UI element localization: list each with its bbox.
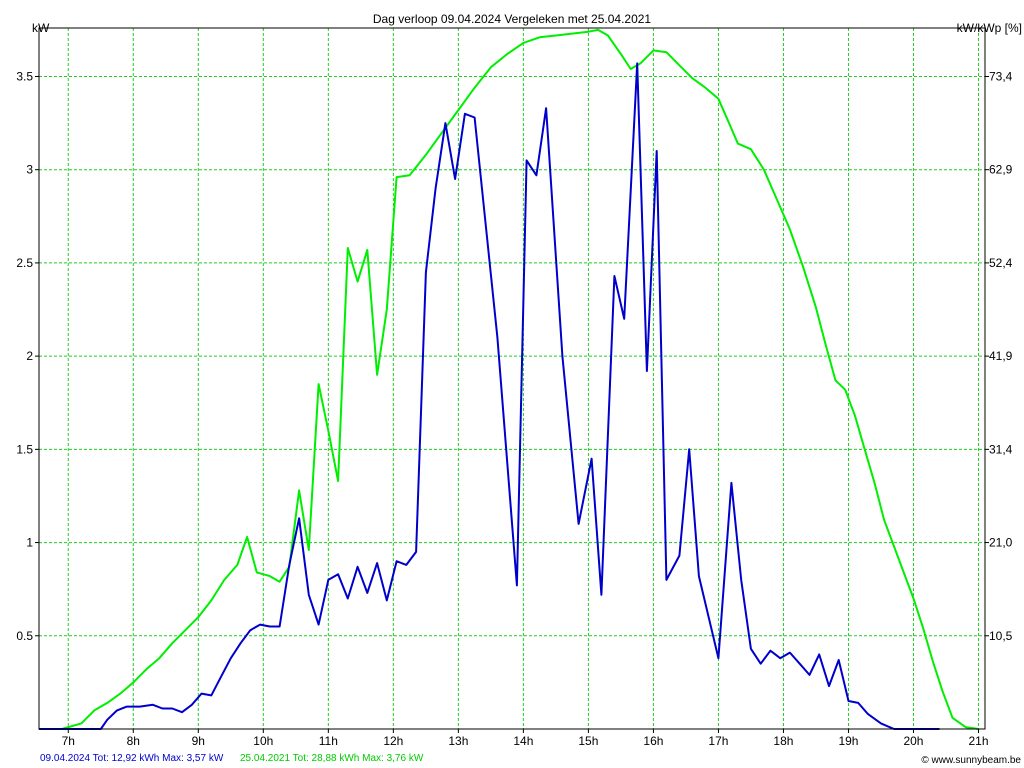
y-tick-label-right: 73,4 xyxy=(989,69,1013,83)
series1-summary: 09.04.2024 Tot: 12,92 kWh Max: 3,57 kW xyxy=(40,753,224,764)
y-tick-label-left: 0.5 xyxy=(16,629,33,643)
y-tick-label-left: 2 xyxy=(26,349,33,363)
x-tick-label: 14h xyxy=(513,734,533,748)
y-tick-label-right: 21,0 xyxy=(989,536,1013,550)
y-tick-label-right: 62,9 xyxy=(989,163,1013,177)
series-layer xyxy=(39,28,979,730)
x-tick-label: 10h xyxy=(253,734,273,748)
x-tick-label: 9h xyxy=(192,734,205,748)
x-tick-label: 15h xyxy=(578,734,598,748)
y-tick-label-right: 52,4 xyxy=(989,256,1013,270)
plot-frame xyxy=(38,27,986,730)
x-tick-label: 8h xyxy=(127,734,140,748)
x-tick-label: 21h xyxy=(968,734,988,748)
x-tick-label: 12h xyxy=(383,734,403,748)
tick-layer: 7h 8h 9h 10h 11h 12h 13h 14h 15h 16h 17h 18h 19h 20h 2… xyxy=(16,69,1012,748)
y-tick-label-left: 1 xyxy=(26,536,33,550)
series2-summary: 25.04.2021 Tot: 28,88 kWh Max: 3,76 kW xyxy=(240,753,424,764)
right-axis-unit: kW/kWp [%] xyxy=(957,21,1022,35)
credit-label: © www.sunnybeam.be xyxy=(921,755,1021,766)
y-tick-label-right: 10,5 xyxy=(989,629,1013,643)
y-tick-label-right: 31,4 xyxy=(989,442,1013,456)
chart-title: Dag verloop 09.04.2024 Vergeleken met 25… xyxy=(373,12,652,26)
x-tick-label: 18h xyxy=(773,734,793,748)
y-tick-label-right: 41,9 xyxy=(989,349,1013,363)
grid-layer xyxy=(39,28,985,729)
y-tick-label-left: 2.5 xyxy=(16,256,33,270)
x-tick-label: 16h xyxy=(643,734,663,748)
x-tick-label: 20h xyxy=(903,734,923,748)
series-line-25.04.2021 xyxy=(39,28,979,730)
x-tick-label: 19h xyxy=(838,734,858,748)
left-axis-unit: kW xyxy=(32,21,50,35)
x-tick-label: 7h xyxy=(62,734,75,748)
x-tick-label: 11h xyxy=(319,734,338,748)
y-tick-label-left: 3 xyxy=(26,163,33,177)
x-tick-label: 17h xyxy=(708,734,728,748)
series-line-09.04.2024 xyxy=(39,62,940,730)
y-tick-label-left: 3.5 xyxy=(16,69,33,83)
y-tick-label-left: 1.5 xyxy=(16,442,33,456)
x-tick-label: 13h xyxy=(448,734,468,748)
